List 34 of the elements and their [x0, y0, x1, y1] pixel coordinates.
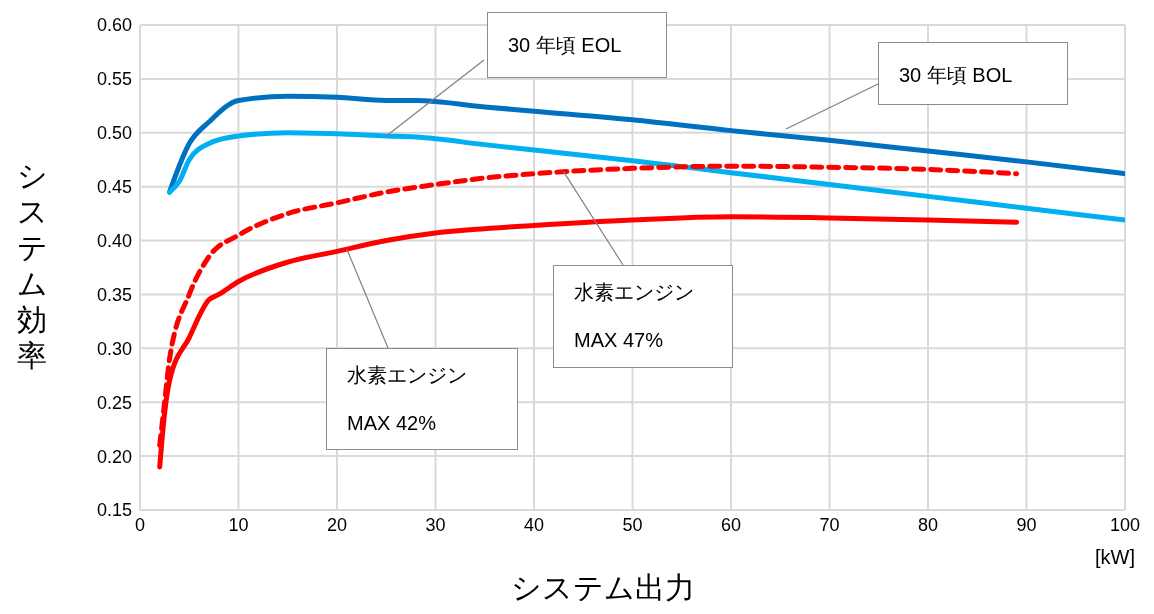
y-tick-label: 0.50: [96, 123, 132, 144]
callout-box: 水素エンジン MAX 47%: [553, 265, 733, 368]
annotation: 30 年頃 EOL: [508, 34, 622, 56]
x-tick-label: 10: [228, 514, 249, 535]
x-tick-label: 100: [1109, 514, 1141, 535]
text: [kW]: [1095, 546, 1135, 569]
y-axis-title: システム効率: [16, 157, 48, 374]
x-tick-label: 30: [425, 514, 446, 535]
y-tick-label: 0.45: [96, 177, 132, 198]
y-tick-label: 0.55: [96, 69, 132, 90]
x-tick-label: 50: [622, 514, 643, 535]
annotation: MAX 42%: [347, 412, 436, 434]
x-axis-title: システム出力: [510, 571, 695, 604]
x-tick-label: 80: [917, 514, 939, 535]
callout-box: 30 年頃 BOL: [878, 42, 1068, 105]
callout-box: 水素エンジン MAX 42%: [326, 348, 518, 450]
y-tick-label: 0.20: [96, 446, 132, 467]
x-tick-label: 70: [819, 514, 840, 535]
y-tick-label: 0.40: [96, 230, 132, 251]
y-tick-label: 0.60: [96, 15, 132, 36]
x-tick-label: 0: [134, 514, 146, 535]
y-tick-label: 0.30: [96, 338, 132, 359]
y-tick-label: 0.35: [96, 284, 132, 305]
x-tick-label: 60: [720, 514, 742, 535]
annotation: MAX 47%: [574, 329, 663, 351]
x-tick-label: 20: [326, 514, 348, 535]
y-tick-label: 0.25: [96, 392, 132, 413]
annotation: 水素エンジン: [574, 281, 694, 303]
annotation: 水素エンジン: [347, 364, 467, 386]
x-tick-label: 40: [523, 514, 545, 535]
y-tick-label: 0.15: [96, 500, 132, 521]
x-tick-label: 90: [1016, 514, 1037, 535]
callout-box: 30 年頃 EOL: [487, 12, 667, 78]
annotation: 30 年頃 BOL: [899, 64, 1013, 86]
